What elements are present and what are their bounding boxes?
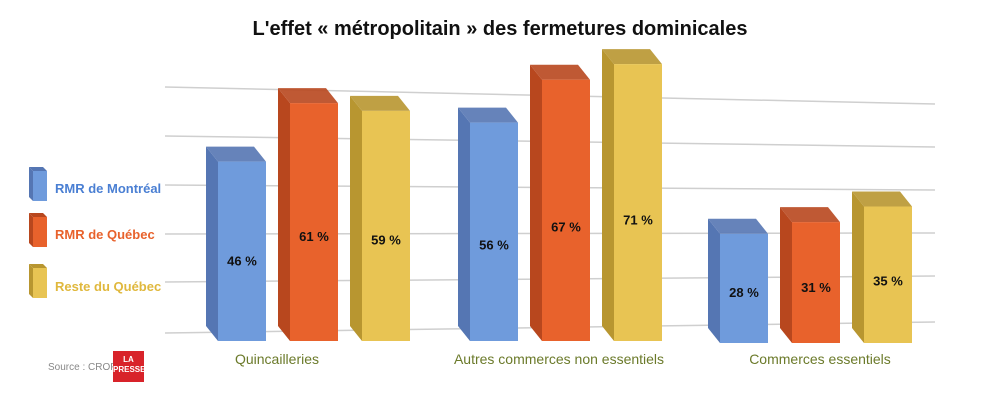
bar-2-1	[614, 64, 662, 341]
bar-1-1-top	[530, 64, 590, 80]
legend-icon-0	[33, 171, 47, 201]
bar-0-2-side	[708, 218, 720, 343]
bar-2-0-top	[350, 95, 410, 111]
bar-2-2-top	[852, 191, 912, 207]
bar-label-2-2: 35 %	[873, 274, 903, 289]
bar-label-2-1: 71 %	[623, 213, 653, 228]
bar-label-1-2: 31 %	[801, 280, 831, 295]
bar-0-0	[218, 161, 266, 341]
logo-line1: LA	[123, 355, 134, 364]
logo-line2: PRESSE	[113, 365, 146, 374]
bar-label-1-1: 67 %	[551, 219, 581, 234]
bar-2-1-side	[602, 49, 614, 341]
bar-label-0-2: 28 %	[729, 285, 759, 300]
bar-1-2-top	[780, 207, 840, 223]
legend-icon-1-side	[29, 213, 33, 247]
bar-2-2	[864, 206, 912, 343]
legend-icon-1	[33, 217, 47, 247]
bar-0-0-side	[206, 146, 218, 341]
legend-icon-0-top	[29, 167, 47, 171]
legend-label-quebec: RMR de Québec	[55, 227, 155, 242]
bar-0-2	[720, 233, 768, 343]
bar-2-2-side	[852, 191, 864, 343]
legend-label-reste: Reste du Québec	[55, 279, 162, 294]
category-label-2: Commerces essentiels	[749, 351, 891, 367]
bar-0-0-top	[206, 146, 266, 162]
bar-1-1	[542, 79, 590, 341]
bar-1-2-side	[780, 207, 792, 343]
legend-icon-1-top	[29, 213, 47, 217]
legend-icon-2-side	[29, 264, 33, 298]
bar-1-0-side	[278, 88, 290, 341]
bar-label-0-0: 46 %	[227, 254, 257, 269]
category-label-1: Autres commerces non essentiels	[454, 351, 664, 367]
bars	[206, 49, 912, 343]
bar-0-1	[470, 122, 518, 341]
bar-label-0-1: 56 %	[479, 237, 509, 252]
legend-icon-2-top	[29, 264, 47, 268]
legend-label-montreal: RMR de Montréal	[55, 181, 162, 196]
bar-1-0	[290, 103, 338, 341]
legend-icons	[29, 167, 47, 298]
legend-icon-0-side	[29, 167, 33, 201]
chart-title: L'effet « métropolitain » des fermetures…	[252, 18, 748, 40]
source-text: Source : CROP	[48, 362, 117, 373]
bar-value-labels: 46 % 61 % 59 % 56 % 67 % 71 % 28 % 31 % 35 %	[227, 213, 903, 300]
bar-2-0	[362, 110, 410, 342]
bar-0-1-side	[458, 107, 470, 341]
bar-0-2-top	[708, 218, 768, 234]
bar-2-1-top	[602, 49, 662, 65]
bar-0-1-top	[458, 107, 518, 123]
la-presse-logo: LA PRESSE	[113, 351, 146, 382]
bar-1-1-side	[530, 64, 542, 341]
bar-label-1-0: 61 %	[299, 229, 329, 244]
legend-icon-2	[33, 268, 47, 298]
bar-2-0-side	[350, 95, 362, 342]
bar-1-2	[792, 222, 840, 343]
bar-label-2-0: 59 %	[371, 232, 401, 247]
category-label-0: Quincailleries	[235, 351, 319, 367]
category-labels: Quincailleries Autres commerces non essen…	[235, 351, 891, 367]
bar-1-0-top	[278, 88, 338, 104]
